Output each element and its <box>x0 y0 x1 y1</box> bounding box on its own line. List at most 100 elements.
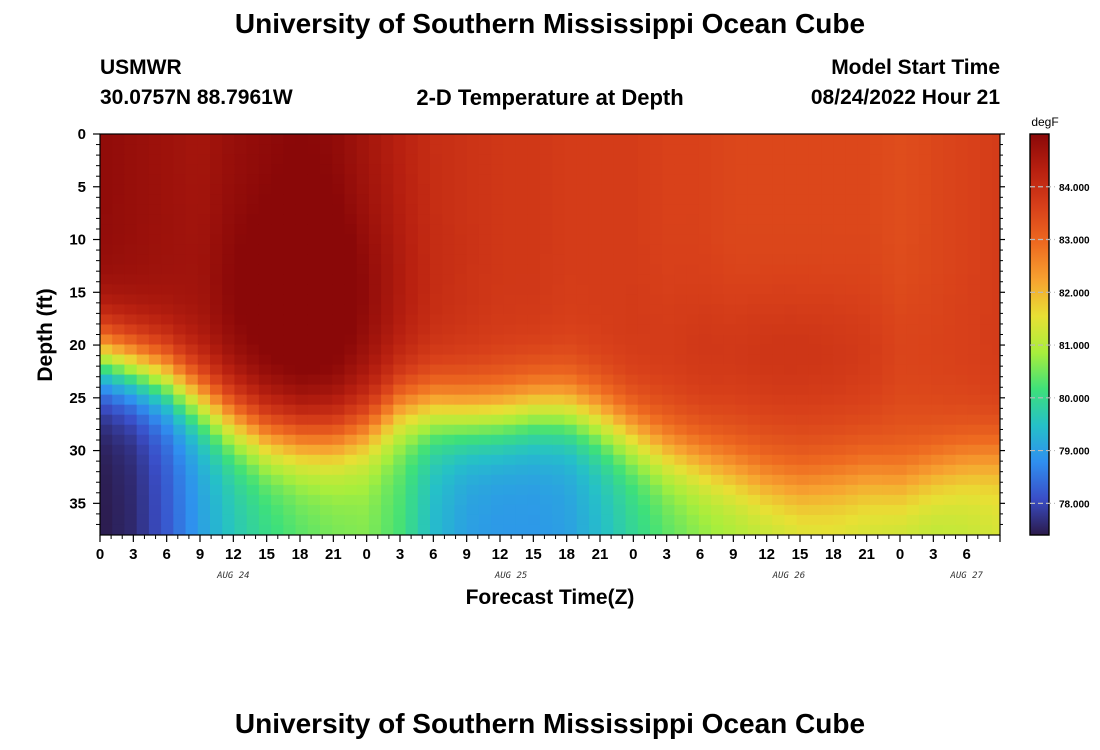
heatmap-cell <box>258 504 272 516</box>
heatmap-cell <box>637 514 651 526</box>
heatmap-cell <box>833 484 847 496</box>
heatmap-cell <box>283 394 297 406</box>
heatmap-cell <box>637 384 651 396</box>
heatmap-cell <box>454 254 468 265</box>
heatmap-cell <box>368 394 382 406</box>
heatmap-cell <box>527 384 541 396</box>
heatmap-cell <box>576 394 590 406</box>
heatmap-cell <box>808 414 822 426</box>
heatmap-cell <box>234 244 248 255</box>
heatmap-cell <box>393 214 407 225</box>
heatmap-cell <box>148 254 162 265</box>
heatmap-cell <box>711 314 724 326</box>
heatmap-cell <box>686 514 700 526</box>
heatmap-cell <box>662 294 676 306</box>
heatmap-cell <box>588 514 602 526</box>
heatmap-cell <box>943 194 957 205</box>
heatmap-cell <box>747 194 761 205</box>
heatmap-cell <box>417 274 431 285</box>
heatmap-cell <box>466 344 480 356</box>
heatmap-cell <box>185 324 199 336</box>
heatmap-cell <box>943 494 957 506</box>
heatmap-cell <box>955 154 969 165</box>
heatmap-cell <box>161 244 174 255</box>
heatmap-cell <box>992 324 1000 336</box>
heatmap-cell <box>857 314 871 326</box>
x-tick-label: 3 <box>929 546 937 563</box>
heatmap-cell <box>258 404 272 416</box>
heatmap-cell <box>515 244 529 255</box>
heatmap-cell <box>234 284 248 295</box>
heatmap-cell <box>735 174 749 185</box>
heatmap-cell <box>234 414 248 426</box>
heatmap-cell <box>478 194 492 205</box>
heatmap-cell <box>307 364 321 376</box>
heatmap-cell <box>368 374 382 386</box>
heatmap-cell <box>295 354 309 366</box>
heatmap-cell <box>283 514 297 526</box>
heatmap-cell <box>784 344 798 356</box>
heatmap-cell <box>674 274 688 285</box>
heatmap-cell <box>711 484 724 496</box>
heatmap-cell <box>625 514 639 526</box>
heatmap-cell <box>454 454 468 466</box>
heatmap-cell <box>210 264 223 275</box>
heatmap-cell <box>906 264 920 275</box>
heatmap-cell <box>320 344 333 356</box>
heatmap-cell <box>197 244 211 255</box>
heatmap-cell <box>637 154 651 165</box>
heatmap-cell <box>686 294 700 306</box>
heatmap-cell <box>478 344 492 356</box>
heatmap-cell <box>222 314 236 326</box>
heatmap-cell <box>882 164 896 175</box>
heatmap-cell <box>527 444 541 456</box>
heatmap-cell <box>918 134 932 145</box>
heatmap-cell <box>796 214 810 225</box>
x-tick-label: 0 <box>629 546 637 563</box>
heatmap-cell <box>918 244 932 255</box>
heatmap-cell <box>735 374 749 386</box>
heatmap-cell <box>320 364 333 376</box>
heatmap-cell <box>148 364 162 376</box>
heatmap-cell <box>515 154 529 165</box>
heatmap-cell <box>405 334 419 346</box>
heatmap-cell <box>698 514 712 526</box>
heatmap-cell <box>112 234 126 245</box>
heatmap-cell <box>344 304 358 316</box>
heatmap-cell <box>882 324 896 336</box>
heatmap-cell <box>503 224 517 235</box>
heatmap-cell <box>344 484 358 496</box>
heatmap-cell <box>882 484 896 496</box>
heatmap-cell <box>442 424 456 436</box>
heatmap-cell <box>222 434 236 446</box>
heatmap-cell <box>136 304 150 316</box>
heatmap-cell <box>527 514 541 526</box>
heatmap-cell <box>417 244 431 255</box>
heatmap-cell <box>735 324 749 336</box>
heatmap-cell <box>344 494 358 506</box>
heatmap-cell <box>540 164 553 175</box>
heatmap-cell <box>808 154 822 165</box>
heatmap-cell <box>185 364 199 376</box>
heatmap-cell <box>356 274 370 285</box>
heatmap-cell <box>430 254 443 265</box>
heatmap-cell <box>356 434 370 446</box>
heatmap-cell <box>625 334 639 346</box>
heatmap-cell <box>723 304 737 316</box>
heatmap-cell <box>307 324 321 336</box>
heatmap-cell <box>368 264 382 275</box>
heatmap-cell <box>466 264 480 275</box>
heatmap-cell <box>100 234 113 245</box>
heatmap-cell <box>955 314 969 326</box>
heatmap-cell <box>882 354 896 366</box>
heatmap-cell <box>417 294 431 306</box>
heatmap-cell <box>870 194 883 205</box>
heatmap-cell <box>234 364 248 376</box>
heatmap-cell <box>845 414 859 426</box>
heatmap-cell <box>723 504 737 516</box>
heatmap-cell <box>197 144 211 155</box>
heatmap-cell <box>527 274 541 285</box>
heatmap-cell <box>772 504 786 516</box>
heatmap-cell <box>320 204 333 215</box>
heatmap-cell <box>613 324 627 336</box>
